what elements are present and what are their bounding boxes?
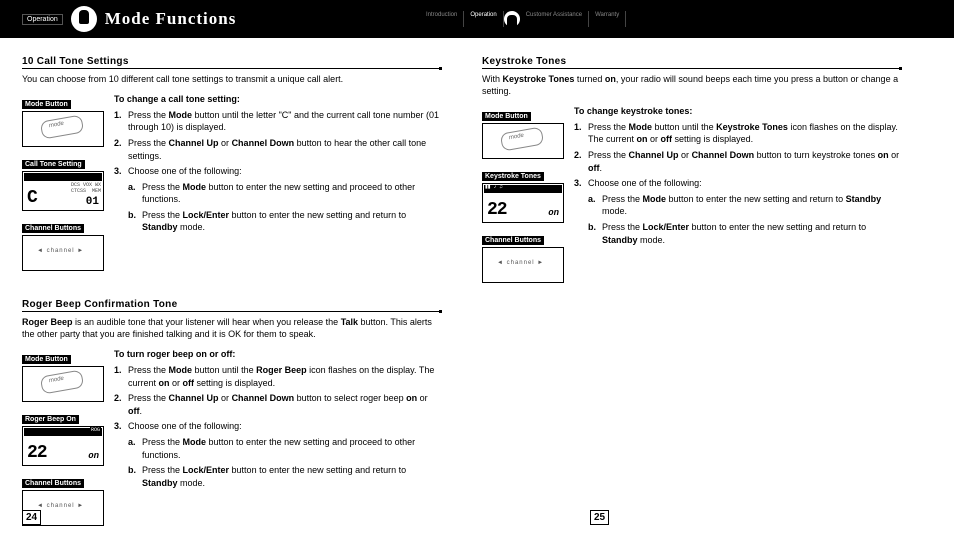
- step-2: 2.Press the Channel Up or Channel Down b…: [114, 392, 442, 417]
- thumb-label: Mode Button: [22, 355, 71, 364]
- keystroke-intro: With Keystroke Tones turned on, your rad…: [482, 73, 902, 97]
- mode-button-sketch: [22, 111, 104, 147]
- thumb-label: Channel Buttons: [22, 224, 84, 233]
- instr-head: To change keystroke tones:: [574, 105, 902, 118]
- page-number-right: 25: [590, 510, 609, 525]
- lcd-roger: ROG 22 on: [22, 426, 104, 466]
- page-number-left: 24: [22, 510, 41, 525]
- header-left: Operation Mode Functions: [0, 6, 236, 32]
- thumb-label: Keystroke Tones: [482, 172, 544, 181]
- roger-heading: Roger Beep Confirmation Tone: [22, 299, 442, 312]
- thumb-label: Roger Beep On: [22, 415, 79, 424]
- roger-instructions: To turn roger beep on or off: 1.Press th…: [114, 348, 442, 532]
- step-3b: b.Press the Lock/Enter button to enter t…: [128, 209, 442, 234]
- nav-warranty: Warranty: [589, 11, 626, 27]
- dial-icon-small: [504, 11, 520, 27]
- mode-button-sketch: [22, 366, 104, 402]
- step-1: 1.Press the Mode button until the Roger …: [114, 364, 442, 389]
- section-calltone: 10 Call Tone Settings You can choose fro…: [22, 56, 442, 277]
- header-mid: Introduction Operation Customer Assistan…: [420, 11, 626, 27]
- section-keystroke: Keystroke Tones With Keystroke Tones tur…: [482, 56, 902, 289]
- step-3: 3.Choose one of the following:: [114, 420, 442, 433]
- left-column: 10 Call Tone Settings You can choose fro…: [22, 56, 442, 554]
- lcd-calltone: DCS VOX WX CTCSS MEM C 01: [22, 171, 104, 211]
- dial-icon: [71, 6, 97, 32]
- operation-tag: Operation: [22, 14, 63, 25]
- calltone-heading: 10 Call Tone Settings: [22, 56, 442, 69]
- step-3: 3.Choose one of the following:: [114, 165, 442, 178]
- nav-tabs: Introduction Operation Customer Assistan…: [420, 11, 626, 27]
- instr-head: To change a call tone setting:: [114, 93, 442, 106]
- right-column: Keystroke Tones With Keystroke Tones tur…: [482, 56, 902, 554]
- header-bar: Operation Mode Functions Introduction Op…: [0, 0, 954, 38]
- keystroke-content: Mode Button Keystroke Tones ▮▮ ♪ ♫ 22 on…: [482, 105, 902, 289]
- thumb-label: Channel Buttons: [22, 479, 84, 488]
- keystroke-thumbs: Mode Button Keystroke Tones ▮▮ ♪ ♫ 22 on…: [482, 105, 564, 289]
- roger-thumbs: Mode Button Roger Beep On ROG 22 on Chan…: [22, 348, 104, 532]
- step-3a: a.Press the Mode button to enter the new…: [128, 181, 442, 206]
- page-body: 10 Call Tone Settings You can choose fro…: [0, 38, 954, 554]
- step-1: 1.Press the Mode button until the Keystr…: [574, 121, 902, 146]
- section-rogerbeep: Roger Beep Confirmation Tone Roger Beep …: [22, 299, 442, 532]
- instr-head: To turn roger beep on or off:: [114, 348, 442, 361]
- step-1: 1.Press the Mode button until the letter…: [114, 109, 442, 134]
- thumb-label: Mode Button: [22, 100, 71, 109]
- nav-assist: Customer Assistance: [520, 11, 589, 27]
- thumb-label: Call Tone Setting: [22, 160, 85, 169]
- step-3b: b.Press the Lock/Enter button to enter t…: [588, 221, 902, 246]
- keystroke-heading: Keystroke Tones: [482, 56, 902, 69]
- mode-button-sketch: [482, 123, 564, 159]
- keystroke-instructions: To change keystroke tones: 1.Press the M…: [574, 105, 902, 289]
- calltone-instructions: To change a call tone setting: 1.Press t…: [114, 93, 442, 277]
- channel-buttons-sketch: [482, 247, 564, 283]
- lcd-keystroke: ▮▮ ♪ ♫ 22 on: [482, 183, 564, 223]
- step-3b: b.Press the Lock/Enter button to enter t…: [128, 464, 442, 489]
- calltone-thumbs: Mode Button Call Tone Setting DCS VOX WX…: [22, 93, 104, 277]
- step-2: 2.Press the Channel Up or Channel Down b…: [574, 149, 902, 174]
- calltone-content: Mode Button Call Tone Setting DCS VOX WX…: [22, 93, 442, 277]
- step-2: 2.Press the Channel Up or Channel Down b…: [114, 137, 442, 162]
- channel-buttons-sketch: [22, 235, 104, 271]
- thumb-label: Mode Button: [482, 112, 531, 121]
- step-3a: a.Press the Mode button to enter the new…: [588, 193, 902, 218]
- roger-intro: Roger Beep is an audible tone that your …: [22, 316, 442, 340]
- calltone-intro: You can choose from 10 different call to…: [22, 73, 442, 85]
- roger-content: Mode Button Roger Beep On ROG 22 on Chan…: [22, 348, 442, 532]
- step-3: 3.Choose one of the following:: [574, 177, 902, 190]
- nav-intro: Introduction: [420, 11, 464, 27]
- thumb-label: Channel Buttons: [482, 236, 544, 245]
- step-3a: a.Press the Mode button to enter the new…: [128, 436, 442, 461]
- page-title: Mode Functions: [105, 9, 237, 29]
- nav-operation: Operation: [464, 11, 503, 27]
